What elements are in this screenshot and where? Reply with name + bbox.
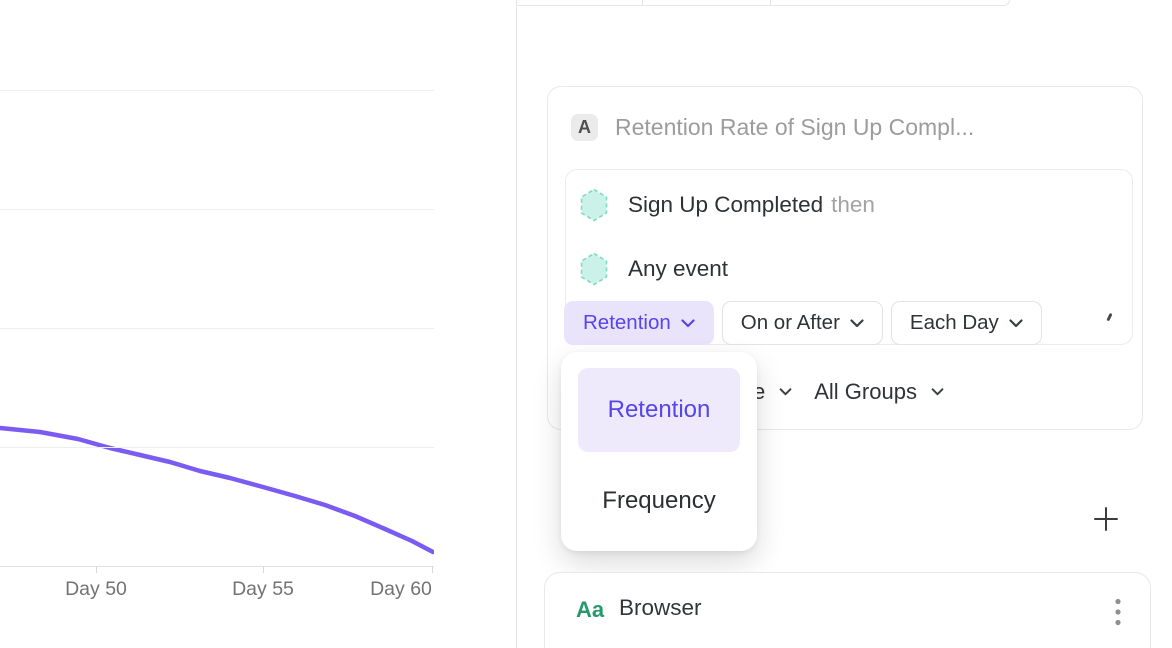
- event-name: Sign Up Completed: [628, 192, 824, 217]
- property-card: Aa Browser: [544, 572, 1151, 648]
- gridline: [0, 90, 434, 91]
- query-card: A Retention Rate of Sign Up Compl... Sig…: [547, 86, 1143, 430]
- plus-icon: [1094, 507, 1118, 531]
- kebab-menu-icon: [1115, 598, 1121, 626]
- all-groups-dropdown[interactable]: All Groups: [814, 379, 917, 404]
- property-menu-button[interactable]: [1105, 595, 1131, 629]
- retention-chart: Day 50 Day 55 Day 60: [0, 0, 517, 648]
- chevron-down-icon[interactable]: [779, 388, 792, 396]
- panel-divider: [516, 0, 517, 648]
- chevron-down-icon[interactable]: [931, 388, 944, 396]
- metric-controls-row: Retention On or After Each Day: [564, 301, 1042, 345]
- tab-separator: [770, 0, 771, 6]
- metric-dropdown-label: Retention: [583, 311, 671, 334]
- query-title-input[interactable]: Retention Rate of Sign Up Compl...: [615, 114, 975, 140]
- event-hexagon-icon: [580, 188, 608, 222]
- property-name: Browser: [619, 595, 702, 620]
- event-row[interactable]: Any event: [579, 252, 728, 286]
- series-badge: A: [571, 114, 598, 141]
- interval-dropdown-button[interactable]: Each Day: [890, 301, 1042, 345]
- gridline: [0, 209, 434, 210]
- gridline: [0, 447, 434, 448]
- tab-separator: [642, 0, 643, 6]
- gridline: [0, 328, 434, 329]
- event-hexagon-icon: [580, 252, 608, 286]
- x-axis-tick: [432, 566, 433, 573]
- metric-dropdown-menu: Retention Frequency: [561, 352, 757, 551]
- x-axis-line: [0, 566, 434, 567]
- chevron-down-icon: [1009, 318, 1023, 327]
- add-property-button[interactable]: [1092, 505, 1120, 533]
- x-axis-label: Day 60: [370, 578, 432, 600]
- retention-line: [0, 425, 434, 555]
- chevron-down-icon: [681, 318, 695, 327]
- clipped-tab-bar: [516, 0, 1010, 6]
- event-suffix: then: [831, 192, 875, 217]
- event-name: Any event: [628, 256, 729, 281]
- x-axis-label: Day 50: [65, 578, 127, 600]
- timing-dropdown-label: On or After: [740, 311, 840, 334]
- measure-row: e All Groups: [753, 370, 944, 414]
- x-axis-tick: [263, 566, 264, 573]
- event-row[interactable]: Sign Up Completed then: [579, 188, 875, 222]
- chevron-down-icon: [850, 318, 864, 327]
- interval-dropdown-label: Each Day: [909, 311, 999, 334]
- x-axis-tick: [96, 566, 97, 573]
- x-axis-label: Day 55: [232, 578, 294, 600]
- metric-dropdown-button[interactable]: Retention: [564, 301, 714, 345]
- menu-item-retention[interactable]: Retention: [578, 368, 740, 452]
- menu-item-frequency[interactable]: Frequency: [602, 487, 716, 514]
- timing-dropdown-button[interactable]: On or After: [721, 301, 883, 345]
- retention-line-chart: [0, 425, 434, 555]
- property-type-icon: Aa: [576, 597, 605, 622]
